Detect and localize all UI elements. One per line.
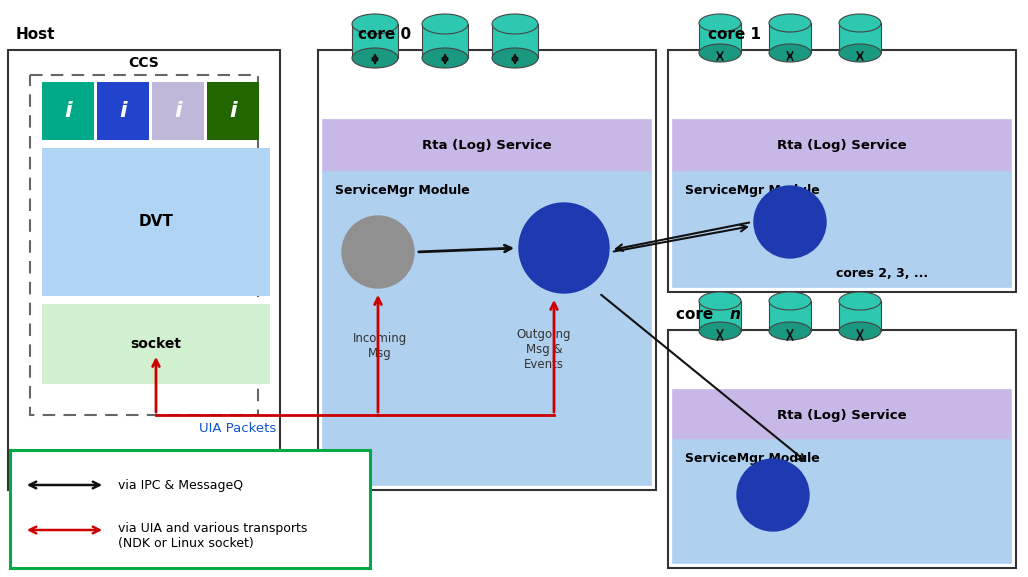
- Ellipse shape: [492, 48, 538, 68]
- Bar: [769, 301, 811, 331]
- Text: Host: Host: [16, 27, 56, 42]
- Ellipse shape: [839, 44, 881, 62]
- Text: Rta (Log) Service: Rta (Log) Service: [777, 409, 907, 422]
- Ellipse shape: [769, 14, 811, 32]
- Bar: [668, 50, 1016, 292]
- Text: cores 2, 3, ...: cores 2, 3, ...: [836, 267, 928, 280]
- Bar: [673, 120, 1011, 172]
- Ellipse shape: [492, 14, 538, 34]
- Text: DVT: DVT: [139, 215, 174, 230]
- Text: Rta (Log) Service: Rta (Log) Service: [423, 140, 552, 152]
- Text: UIA Packets: UIA Packets: [199, 422, 277, 435]
- Circle shape: [754, 186, 827, 258]
- Ellipse shape: [699, 322, 741, 340]
- Bar: [492, 24, 538, 58]
- Text: i: i: [229, 101, 236, 121]
- Text: CCS: CCS: [128, 56, 159, 70]
- Bar: [423, 24, 468, 58]
- Ellipse shape: [839, 292, 881, 310]
- Text: i: i: [119, 101, 126, 121]
- Text: i: i: [174, 101, 182, 121]
- Bar: [673, 390, 1011, 440]
- Text: core: core: [676, 307, 719, 322]
- Ellipse shape: [699, 14, 741, 32]
- Bar: [769, 23, 811, 53]
- Bar: [10, 450, 370, 568]
- Bar: [323, 120, 651, 172]
- Text: core 0: core 0: [358, 27, 411, 42]
- Bar: [152, 82, 204, 140]
- Ellipse shape: [699, 44, 741, 62]
- Bar: [42, 82, 94, 140]
- Text: ServiceMgr Module: ServiceMgr Module: [685, 452, 819, 465]
- Bar: [839, 23, 881, 53]
- Ellipse shape: [839, 322, 881, 340]
- Text: socket: socket: [131, 337, 182, 351]
- Bar: [673, 440, 1011, 563]
- Bar: [42, 304, 270, 384]
- Circle shape: [342, 216, 414, 288]
- Bar: [8, 50, 280, 490]
- Text: ServiceMgr Module: ServiceMgr Module: [335, 184, 470, 197]
- Bar: [699, 23, 741, 53]
- Text: ServiceMgr Module: ServiceMgr Module: [685, 184, 819, 197]
- Ellipse shape: [839, 14, 881, 32]
- Text: via UIA and various transports
(NDK or Linux socket): via UIA and various transports (NDK or L…: [118, 522, 307, 550]
- Bar: [42, 148, 270, 296]
- Bar: [839, 301, 881, 331]
- Ellipse shape: [769, 44, 811, 62]
- Ellipse shape: [423, 14, 468, 34]
- Text: Incoming
Msg: Incoming Msg: [353, 332, 407, 360]
- Text: i: i: [64, 101, 72, 121]
- Text: Rta (Log) Service: Rta (Log) Service: [777, 140, 907, 152]
- Bar: [668, 330, 1016, 568]
- Bar: [207, 82, 259, 140]
- Bar: [352, 24, 398, 58]
- Bar: [673, 172, 1011, 287]
- Ellipse shape: [352, 14, 398, 34]
- Text: Outgoing
Msg &
Events: Outgoing Msg & Events: [517, 328, 572, 371]
- Ellipse shape: [769, 292, 811, 310]
- Bar: [323, 172, 651, 485]
- Ellipse shape: [352, 48, 398, 68]
- Ellipse shape: [769, 322, 811, 340]
- Bar: [318, 50, 656, 490]
- Text: core 1: core 1: [708, 27, 761, 42]
- Circle shape: [519, 203, 609, 293]
- Bar: [30, 75, 258, 415]
- Text: n: n: [730, 307, 741, 322]
- Circle shape: [737, 459, 809, 531]
- Bar: [97, 82, 149, 140]
- Ellipse shape: [699, 292, 741, 310]
- Bar: [699, 301, 741, 331]
- Text: via IPC & MessageQ: via IPC & MessageQ: [118, 478, 244, 492]
- Ellipse shape: [423, 48, 468, 68]
